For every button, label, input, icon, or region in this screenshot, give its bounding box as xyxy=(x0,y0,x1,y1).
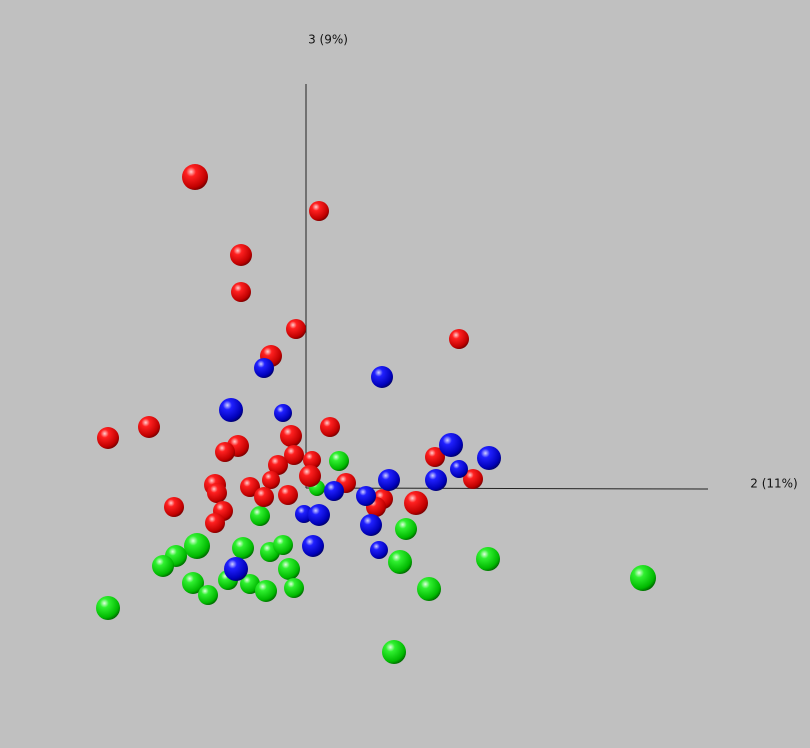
sphere-green xyxy=(329,451,349,471)
sphere-green xyxy=(278,558,300,580)
sphere-blue xyxy=(371,366,393,388)
sphere-green xyxy=(284,578,304,598)
sphere-red xyxy=(463,469,483,489)
sphere-red xyxy=(404,491,428,515)
sphere-red xyxy=(303,451,321,469)
sphere-green xyxy=(198,585,218,605)
sphere-green xyxy=(255,580,277,602)
sphere-blue xyxy=(356,486,376,506)
sphere-blue xyxy=(254,358,274,378)
sphere-red xyxy=(207,483,227,503)
sphere-red xyxy=(262,471,280,489)
sphere-blue xyxy=(477,446,501,470)
sphere-green xyxy=(417,577,441,601)
sphere-blue xyxy=(370,541,388,559)
sphere-blue xyxy=(219,398,243,422)
sphere-green xyxy=(630,565,656,591)
sphere-green xyxy=(232,537,254,559)
sphere-green xyxy=(388,550,412,574)
sphere-blue xyxy=(324,481,344,501)
sphere-blue xyxy=(295,505,313,523)
sphere-red xyxy=(215,442,235,462)
sphere-blue xyxy=(378,469,400,491)
axis-horizontal xyxy=(305,487,709,490)
sphere-red xyxy=(268,455,288,475)
sphere-red xyxy=(164,497,184,517)
sphere-red xyxy=(299,465,321,487)
sphere-red xyxy=(231,282,251,302)
sphere-blue xyxy=(224,557,248,581)
sphere-green xyxy=(182,572,204,594)
sphere-red xyxy=(278,485,298,505)
sphere-red xyxy=(320,417,340,437)
sphere-red xyxy=(449,329,469,349)
sphere-red xyxy=(97,427,119,449)
sphere-blue xyxy=(439,433,463,457)
sphere-red xyxy=(286,319,306,339)
sphere-green xyxy=(184,533,210,559)
axis-label: 2 (11%) xyxy=(750,477,797,491)
sphere-green xyxy=(152,555,174,577)
sphere-red xyxy=(254,487,274,507)
sphere-red xyxy=(425,447,445,467)
sphere-green xyxy=(96,596,120,620)
sphere-red xyxy=(240,477,260,497)
sphere-blue xyxy=(274,404,292,422)
sphere-green xyxy=(476,547,500,571)
sphere-red xyxy=(309,201,329,221)
axis-label: 3 (9%) xyxy=(308,33,348,47)
spheres xyxy=(96,164,656,664)
sphere-red xyxy=(138,416,160,438)
sphere-blue xyxy=(425,469,447,491)
sphere-blue xyxy=(360,514,382,536)
sphere-red xyxy=(182,164,208,190)
sphere-red xyxy=(205,513,225,533)
sphere-blue xyxy=(450,460,468,478)
sphere-green xyxy=(250,506,270,526)
sphere-blue xyxy=(308,504,330,526)
sphere-green xyxy=(273,535,293,555)
sphere-blue xyxy=(302,535,324,557)
sphere-green xyxy=(382,640,406,664)
sphere-red xyxy=(280,425,302,447)
sphere-red xyxy=(284,445,304,465)
sphere-red xyxy=(230,244,252,266)
sphere-green xyxy=(395,518,417,540)
sphere-green xyxy=(240,574,260,594)
